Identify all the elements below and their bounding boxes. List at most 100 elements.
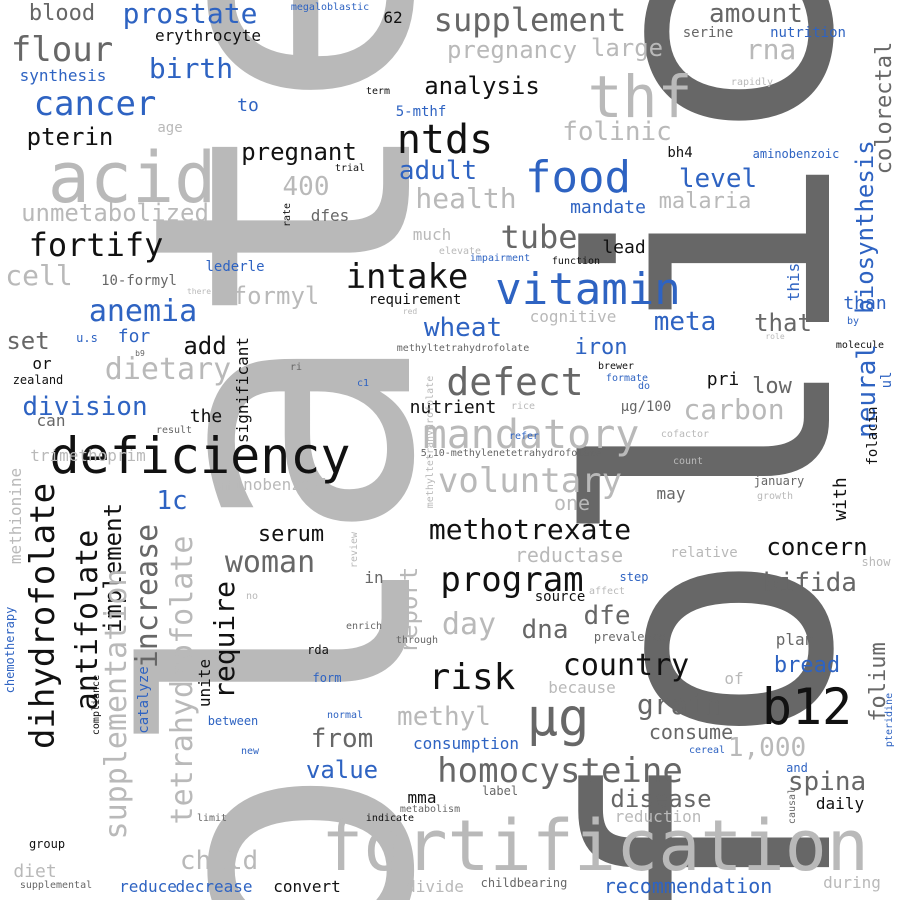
word-set: set — [6, 327, 50, 355]
word-dietary: dietary — [104, 352, 232, 387]
word-u-s: u.s — [76, 331, 98, 345]
word-megaloblastic: megaloblastic — [290, 2, 370, 13]
word-growth: growth — [756, 491, 794, 502]
word-serum: serum — [257, 522, 325, 547]
word-rice: rice — [510, 401, 536, 412]
word-one: one — [553, 491, 591, 515]
word-of: of — [724, 669, 744, 688]
word-dfes: dfes — [310, 206, 350, 225]
word-ri: ri — [289, 362, 303, 373]
word-lead: lead — [602, 237, 646, 258]
word-bifida: bifida — [763, 568, 857, 598]
word-mandatory: mandatory — [422, 412, 640, 458]
word-than: than — [843, 293, 887, 314]
word-by: by — [846, 316, 860, 327]
word-g: µg — [526, 688, 590, 748]
word-program: program — [440, 560, 584, 600]
word-5-10-methylenetetrahydrofolate: 5,10-methylenetetrahydrofolate — [420, 448, 602, 459]
word-between: between — [207, 714, 259, 728]
word-pregnancy: pregnancy — [446, 36, 578, 64]
word-health: health — [415, 182, 517, 215]
word-divide: divide — [406, 877, 464, 896]
word-trimethoprim: trimethoprim — [30, 446, 146, 465]
word-add: add — [183, 332, 227, 360]
word-fortification: fortification — [321, 805, 869, 887]
word-risk: risk — [428, 657, 516, 698]
word-value: value — [305, 756, 379, 784]
word-62: 62 — [383, 8, 403, 27]
word-new: new — [240, 746, 260, 757]
word-affect: affect — [588, 586, 626, 597]
word-enrich: enrich — [345, 621, 383, 632]
word-zealand: zealand — [12, 373, 64, 387]
word-folinic: folinic — [562, 117, 672, 147]
word-consume: consume — [648, 720, 734, 744]
word-level: level — [678, 164, 758, 194]
word-spina: spina — [787, 767, 867, 797]
word-defect: defect — [446, 360, 584, 404]
word-increase: increase — [130, 523, 165, 669]
word-adult: adult — [398, 156, 478, 186]
word-formate: formate — [605, 373, 649, 384]
word-molecule: molecule — [835, 340, 885, 351]
word-may: may — [656, 484, 686, 503]
word-supplemental: supplemental — [19, 880, 93, 891]
word-unmetabolized: unmetabolized — [21, 199, 209, 227]
word-cofactor: cofactor — [660, 429, 710, 440]
word-methionine: methionine — [6, 467, 25, 565]
word-daily: daily — [815, 794, 865, 813]
word-childbearing: childbearing — [480, 876, 568, 890]
word-step: step — [619, 570, 649, 584]
word-amount: amount — [709, 0, 803, 29]
word-source: source — [534, 589, 586, 605]
word-10-formyl: 10-formyl — [101, 273, 177, 289]
word-dna: dna — [521, 615, 569, 645]
word-low: low — [752, 374, 792, 399]
word-can: can — [36, 411, 66, 430]
word-5-mthf: 5-mthf — [395, 104, 447, 120]
word-prevalence: prevalence — [593, 630, 667, 644]
word-reductase: reductase — [514, 543, 624, 567]
word-elevate: elevate — [438, 246, 482, 257]
word-pregnant: pregnant — [241, 138, 357, 166]
word-term: term — [365, 86, 391, 97]
word-to: to — [237, 95, 259, 116]
word-and: and — [786, 761, 808, 775]
word-food: food — [525, 152, 631, 203]
word-with: with — [830, 477, 851, 521]
word-bread: bread — [773, 653, 841, 678]
word-c1: c1 — [356, 378, 370, 389]
word-concern: concern — [766, 533, 868, 561]
word-significant: significant — [233, 337, 252, 443]
word-1-000: 1,000 — [727, 733, 807, 763]
word-g-100: µg/100 — [620, 399, 672, 415]
word-dfe: dfe — [583, 601, 631, 631]
word-b9: b9 — [135, 349, 145, 358]
word-or: or — [32, 354, 52, 373]
word-serine: serine — [682, 25, 734, 41]
word-supplement: supplement — [433, 1, 627, 39]
word-convert: convert — [273, 877, 341, 896]
word-there: there — [186, 287, 212, 296]
word-country: country — [562, 648, 690, 683]
word-malaria: malaria — [658, 189, 752, 214]
word-blood: blood — [28, 1, 96, 26]
word-birth: birth — [148, 52, 234, 85]
word-formyl: formyl — [232, 282, 320, 310]
word-function: function — [551, 256, 601, 267]
word-requirement: requirement — [368, 292, 462, 308]
word-tube: tube — [500, 218, 578, 256]
word-reduction: reduction — [614, 807, 702, 826]
word-wheat: wheat — [423, 313, 503, 343]
word-impairment: impairment — [469, 253, 531, 264]
word-pri: pri — [706, 369, 740, 390]
word-compliance: compliance — [91, 674, 102, 736]
word-vitamin: vitamin — [495, 264, 681, 315]
word-tetrahydrofolate: tetrahydrofolate — [165, 535, 200, 825]
word-limit: limit — [196, 813, 228, 824]
word-methyl: methyl — [397, 702, 491, 732]
word-this: this — [784, 262, 803, 302]
word-through: through — [395, 635, 439, 646]
word-voluntary: voluntary — [437, 461, 623, 501]
